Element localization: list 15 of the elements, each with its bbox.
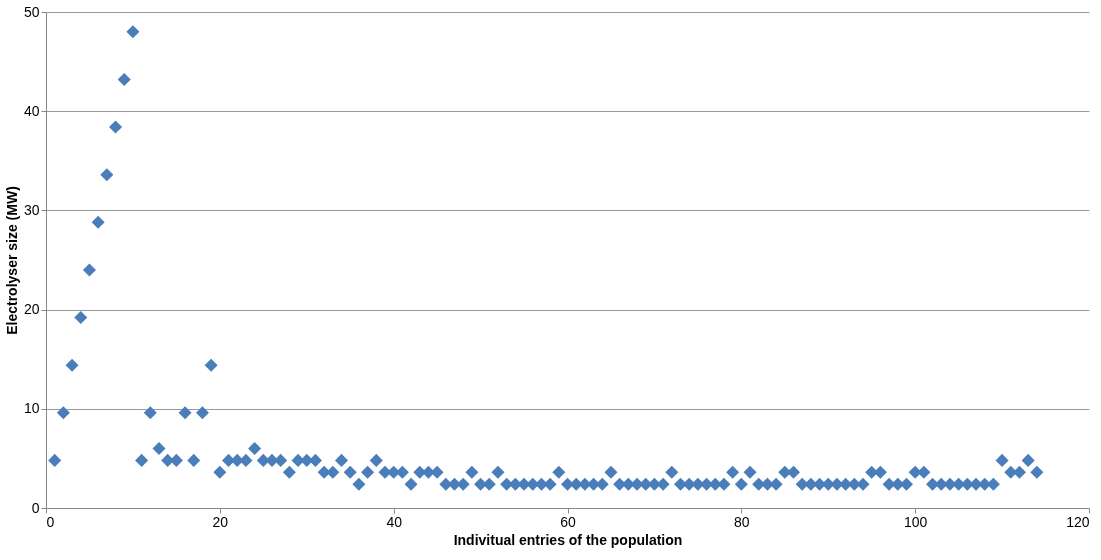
y-tick-label: 50 — [23, 3, 40, 20]
x-tick-label: 120 — [1066, 513, 1090, 530]
y-tick-label: 30 — [23, 201, 40, 218]
y-tick-label: 10 — [23, 400, 40, 417]
x-tick-label: 100 — [903, 513, 928, 530]
x-tick-label: 0 — [46, 513, 55, 530]
x-tick-label: 60 — [560, 513, 576, 530]
x-tick-label: 80 — [734, 513, 750, 530]
x-tick-label: 40 — [386, 513, 403, 530]
y-tick-label: 40 — [23, 102, 40, 119]
x-tick-label: 20 — [212, 513, 229, 530]
y-axis-title: Electrolyser size (MW) — [3, 186, 20, 335]
y-tick-label: 0 — [31, 499, 40, 516]
x-axis-title: Indivitual entries of the population — [453, 531, 683, 548]
y-tick-label: 20 — [23, 301, 40, 318]
